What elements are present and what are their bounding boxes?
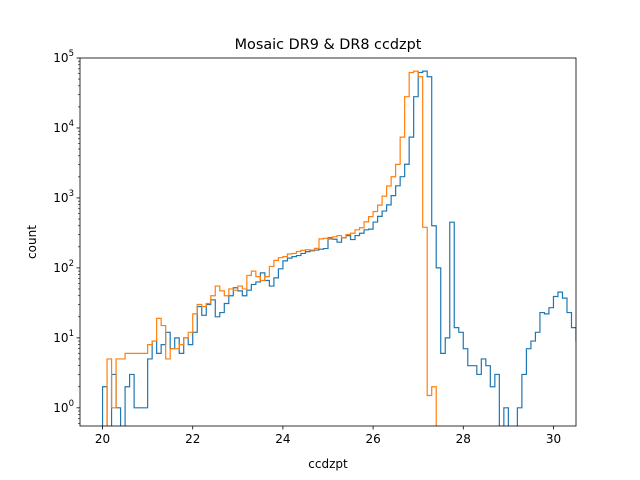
- series-layer: [101, 70, 576, 426]
- y-tick-label: 100: [53, 399, 74, 415]
- y-tick-label: 104: [53, 119, 74, 135]
- x-axis: 20 22 24 26 28 30: [95, 426, 561, 446]
- x-tick-label: 30: [546, 432, 561, 446]
- y-tick-label: 101: [53, 329, 74, 345]
- histogram-series-2: [106, 70, 437, 426]
- y-axis-label: count: [25, 225, 39, 259]
- y-tick-label: 105: [53, 49, 74, 65]
- chart-title: Mosaic DR9 & DR8 ccdzpt: [235, 37, 422, 53]
- y-axis: 100 101 102 103 104 105: [53, 49, 80, 424]
- x-tick-label: 20: [95, 432, 110, 446]
- plot-area: [79, 57, 577, 427]
- x-tick-label: 24: [275, 432, 290, 446]
- x-axis-label: ccdzpt: [308, 457, 348, 471]
- y-tick-label: 103: [53, 189, 74, 205]
- x-tick-label: 26: [365, 432, 380, 446]
- axes-frame: [79, 57, 577, 427]
- x-tick-label: 22: [185, 432, 200, 446]
- y-tick-label: 102: [53, 259, 74, 275]
- x-tick-label: 28: [456, 432, 471, 446]
